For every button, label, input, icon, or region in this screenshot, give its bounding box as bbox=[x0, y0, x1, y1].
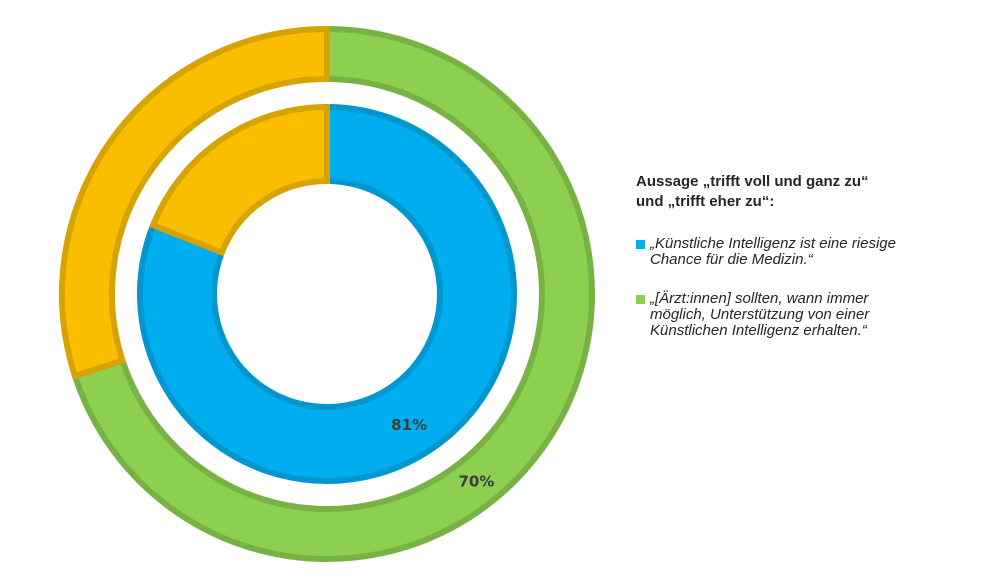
legend-item-ki-chance: „Künstliche Intelligenz ist eine riesige… bbox=[636, 236, 996, 268]
legend-swatch-blue bbox=[636, 240, 645, 249]
legend: Aussage „trifft voll und ganz zu“ und „t… bbox=[636, 172, 996, 362]
inner-ring-value-label: 81% bbox=[391, 416, 427, 434]
legend-title: Aussage „trifft voll und ganz zu“ und „t… bbox=[636, 172, 996, 212]
legend-title-line-2: und „trifft eher zu“: bbox=[636, 193, 775, 210]
legend-item-line: „[Ärzt:innen] sollten, wann immer bbox=[650, 290, 869, 307]
doughnut-chart: 81% 70% bbox=[59, 25, 595, 562]
legend-title-line-1: Aussage „trifft voll und ganz zu“ bbox=[636, 173, 869, 190]
legend-item-line: Chance für die Medizin.“ bbox=[650, 251, 813, 268]
legend-item-line: „Künstliche Intelligenz ist eine riesige bbox=[650, 235, 896, 252]
inner-ring-remainder-segment bbox=[149, 103, 330, 257]
outer-ring-value-segment bbox=[71, 25, 595, 562]
legend-item-ki-support: „[Ärzt:innen] sollten, wann immer möglic… bbox=[636, 291, 996, 339]
inner-ring-value-segment bbox=[137, 103, 517, 484]
legend-swatch-green bbox=[636, 295, 645, 304]
chart-svg: 81% 70% bbox=[59, 25, 595, 562]
legend-item-line: möglich, Unterstützung von einer bbox=[650, 306, 870, 323]
outer-ring-remainder-segment bbox=[59, 25, 330, 380]
outer-ring-value-label: 70% bbox=[458, 472, 494, 490]
legend-item-line: Künstlichen Intelligenz erhalten.“ bbox=[650, 322, 867, 339]
